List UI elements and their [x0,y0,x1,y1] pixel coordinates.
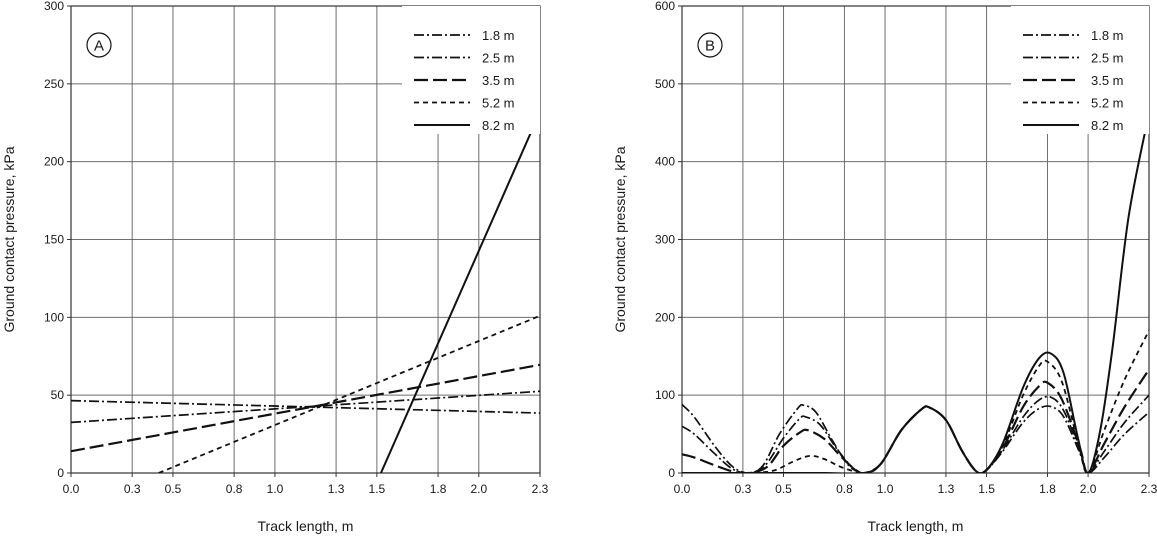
chart-panel-a: 0.0 0.3 0.5 0.8 1.0 1.3 1.5 1.8 2.0 2.3 0 50 100 150 2… [1,0,549,534]
x-tick-label: 2.3 [532,482,549,496]
x-tick-label: 2.0 [1080,482,1097,496]
y-tick-label: 0 [668,466,675,480]
series-line-5-2-m [682,330,1149,473]
x-tick-label: 1.5 [978,482,995,496]
y-tick-label: 600 [655,0,675,13]
x-tick-label: 1.3 [938,482,955,496]
legend-label: 8.2 m [1091,118,1124,133]
x-tick-label: 1.0 [267,482,284,496]
x-tick-label: 2.0 [470,482,487,496]
x-tick-label: 0.8 [836,482,853,496]
legend-label: 5.2 m [482,96,515,111]
x-tick-label: 1.5 [369,482,386,496]
series-line-3-5-m [682,368,1149,473]
legend-label: 3.5 m [482,73,515,88]
y-tick-label: 0 [57,466,64,480]
legend-label: 3.5 m [1091,73,1124,88]
panel-label-circle [86,32,112,58]
chart-panel-b: 0.0 0.3 0.5 0.8 1.0 1.3 1.5 1.8 2.0 2.3 0 100 200 300… [612,0,1157,534]
series-group [682,113,1149,473]
y-tick-label: 150 [44,233,64,247]
legend-box [1011,6,1149,134]
series-line-2-5-m [71,390,540,424]
x-axis-title: Track length, m [868,518,964,534]
legend-label: 5.2 m [1091,96,1124,111]
legend-label: 1.8 m [482,28,515,43]
series-group [71,111,540,473]
legend-label: 8.2 m [482,118,515,133]
panel-label: A [94,38,104,55]
x-tick-label: 0.5 [165,482,182,496]
plot-frame [681,5,1150,474]
x-tick-label: 1.8 [430,482,447,496]
series-line-3-5-m [71,363,540,453]
x-tick-label: 1.3 [328,482,345,496]
series-line-8-2-m [380,111,540,473]
series-line-5-2-m [158,314,540,473]
legend-label: 1.8 m [1091,28,1124,43]
y-tick-label: 200 [44,155,64,169]
x-tick-label: 2.3 [1141,482,1157,496]
x-tick-label: 0.5 [775,482,792,496]
series-line-8-2-m [682,113,1149,473]
y-tick-label: 200 [655,310,675,324]
y-tick-label: 500 [655,77,675,91]
x-tick-label: 0.8 [226,482,243,496]
x-tick-label: 0.3 [735,482,752,496]
panel-label: B [705,38,715,55]
y-axis-title: Ground contact pressure, kPa [1,146,17,332]
y-tick-label: 100 [44,310,64,324]
x-tick-label: 0.3 [124,482,141,496]
y-tick-label: 50 [51,388,65,402]
y-tick-label: 400 [655,155,675,169]
y-tick-label: 300 [44,0,64,13]
x-tick-label: 0.0 [674,482,691,496]
y-tick-label: 250 [44,77,64,91]
legend-label: 2.5 m [482,51,515,66]
legend-label: 2.5 m [1091,51,1124,66]
x-tick-label: 1.8 [1039,482,1056,496]
x-tick-label: 1.0 [877,482,894,496]
y-tick-label: 300 [655,233,675,247]
y-tick-label: 100 [655,388,675,402]
legend-box [402,6,540,134]
x-axis-title: Track length, m [258,518,354,534]
y-axis-title: Ground contact pressure, kPa [612,146,628,332]
x-tick-label: 0.0 [63,482,80,496]
plot-frame [70,5,541,474]
series-line-1-8-m [682,403,1149,473]
series-line-2-5-m [682,394,1149,473]
panel-label-circle [697,32,723,58]
